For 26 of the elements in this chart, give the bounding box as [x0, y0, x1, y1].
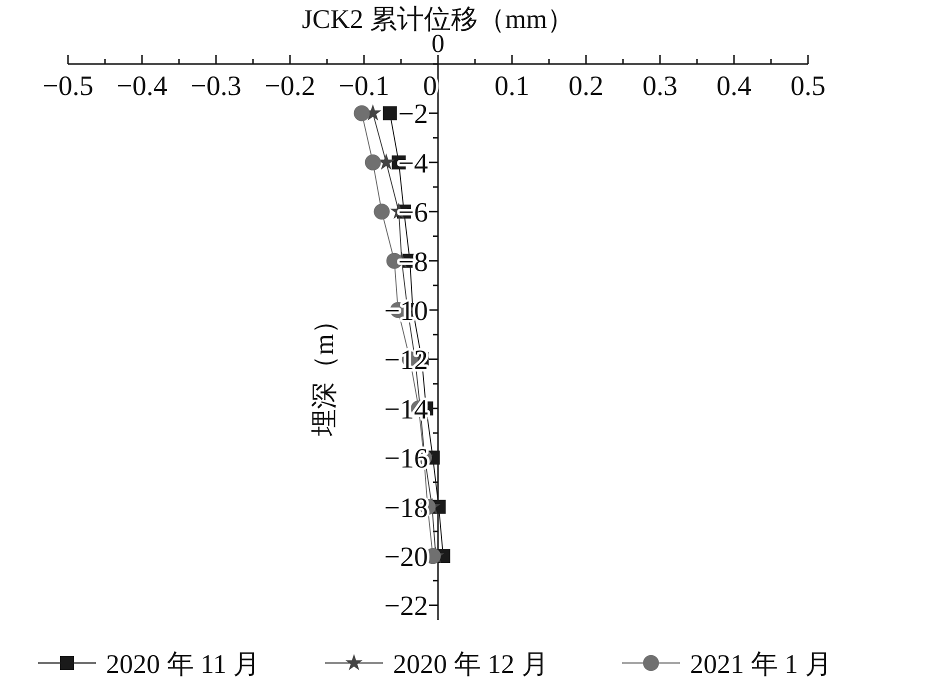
x-tick-label: 0.4 — [716, 71, 752, 102]
y-tick-label: −2 — [398, 99, 428, 130]
y-tick-label: −20 — [384, 542, 428, 574]
y-tick-label: −12 — [384, 345, 428, 376]
x-tick-label: 0 — [423, 71, 437, 102]
y-tick-label: −8 — [398, 246, 428, 278]
point — [374, 204, 390, 220]
x-tick-label: −0.3 — [190, 71, 242, 102]
y-axis-title: 埋深（m） — [309, 307, 339, 438]
x-tick-label: 0.5 — [790, 71, 826, 102]
x-tick-label: 0.1 — [494, 71, 530, 102]
x-tick-label: −0.5 — [42, 71, 94, 102]
x-tick-label: −0.4 — [116, 71, 168, 102]
x-tick-label: 0.2 — [568, 71, 604, 102]
x-tick-label: −0.2 — [264, 71, 316, 102]
point — [382, 106, 397, 120]
y-tick-label: −10 — [384, 296, 428, 328]
legend-label: 2021 年 1 月 — [690, 649, 832, 679]
legend-label: 2020 年 11 月 — [106, 649, 260, 679]
x-tick-label: −0.1 — [338, 71, 390, 102]
x-tick-label: 0.3 — [642, 71, 678, 102]
legend-label: 2020 年 12 月 — [393, 649, 548, 679]
y-tick-label: −18 — [384, 492, 428, 524]
y-tick-label: −22 — [384, 591, 428, 622]
point — [354, 105, 370, 122]
point — [364, 154, 381, 170]
